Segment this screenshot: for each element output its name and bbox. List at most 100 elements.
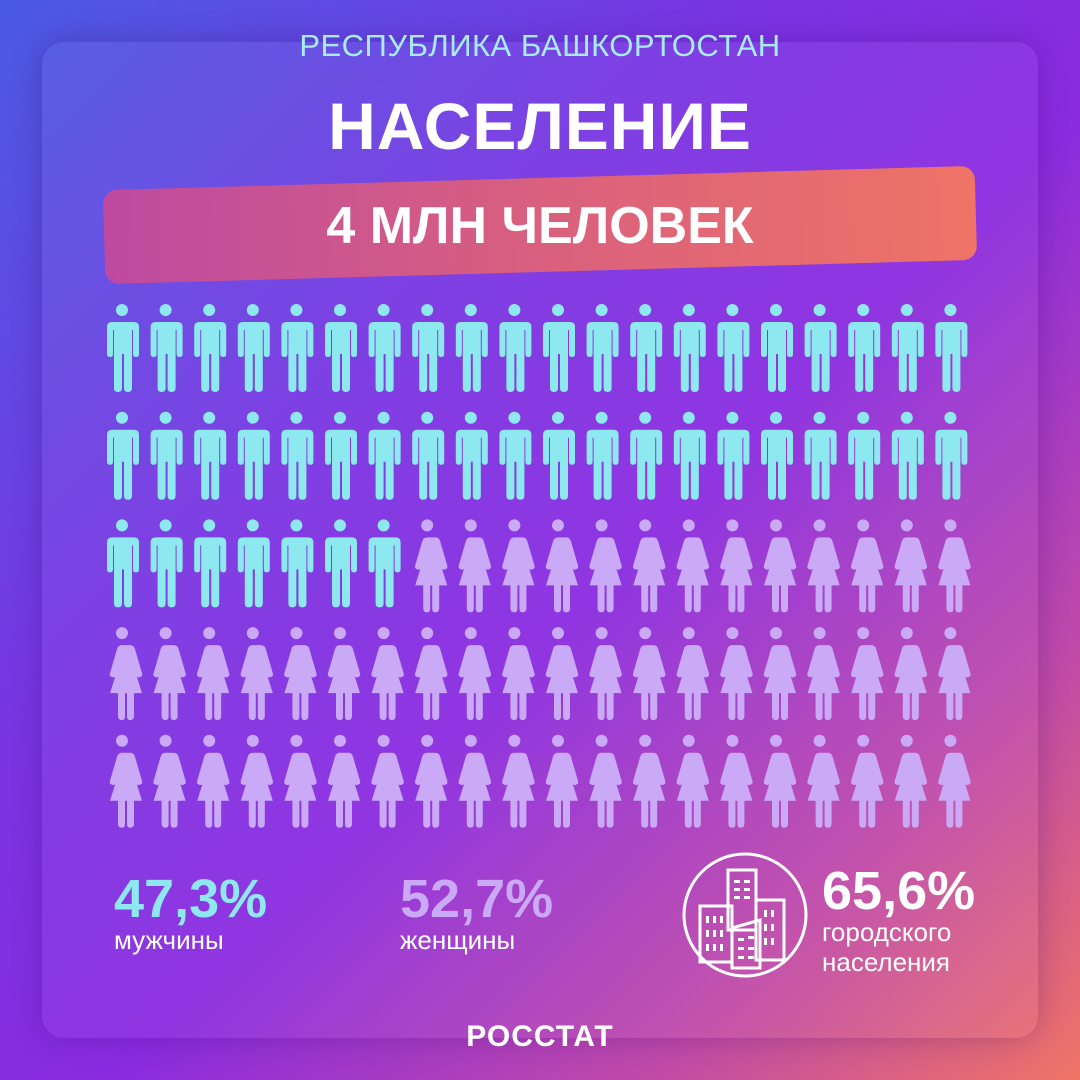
male-figure-icon [237, 519, 270, 608]
female-figure-icon [109, 627, 143, 721]
female-figure-icon [284, 734, 317, 828]
male-figure-icon [325, 304, 357, 392]
male-figure-icon [325, 411, 357, 500]
male-figure-icon [848, 304, 881, 392]
male-figure-icon [325, 519, 357, 608]
female-figure-icon [763, 734, 797, 828]
male-figure-icon [717, 411, 750, 500]
female-stat: 52,7% женщины [400, 872, 553, 956]
female-figure-icon [938, 519, 971, 613]
urban-stat: 65,6% городского населения [822, 864, 975, 978]
male-figure-icon [455, 411, 488, 500]
male-figure-icon [194, 411, 227, 500]
female-figure-icon [938, 734, 971, 828]
male-figure-icon [150, 304, 183, 392]
male-figure-icon [194, 519, 227, 608]
female-figure-icon [240, 627, 274, 721]
male-figure-icon [107, 304, 139, 392]
female-figure-icon [850, 627, 884, 721]
male-figure-icon [935, 411, 968, 500]
female-figure-icon [109, 734, 143, 828]
female-figure-icon [720, 627, 753, 721]
male-label: мужчины [114, 925, 224, 955]
female-figure-icon [545, 627, 579, 721]
male-stat: 47,3% мужчины [114, 872, 267, 956]
male-figure-icon [891, 304, 924, 392]
male-figure-icon [761, 304, 793, 392]
female-figure-icon [763, 519, 797, 613]
female-figure-icon [502, 734, 535, 828]
male-figure-icon [412, 411, 445, 500]
female-figure-icon [632, 627, 666, 721]
male-figure-icon [455, 304, 488, 392]
female-figure-icon [196, 627, 230, 721]
male-figure-icon [630, 304, 663, 392]
female-figure-icon [763, 627, 797, 721]
female-figure-icon [153, 734, 186, 828]
male-figure-icon [150, 519, 183, 608]
male-figure-icon [499, 411, 532, 500]
rosstat-logo: РОССТАТ [466, 1020, 614, 1053]
female-label: женщины [400, 925, 516, 955]
male-figure-icon [499, 304, 532, 392]
female-figure-icon [414, 519, 448, 613]
male-figure-icon [281, 411, 314, 500]
male-figure-icon [237, 304, 270, 392]
female-figure-icon [850, 519, 884, 613]
female-figure-icon [240, 734, 274, 828]
female-figure-icon [807, 734, 840, 828]
female-figure-icon [720, 734, 753, 828]
male-figure-icon [804, 304, 837, 392]
city-buildings-icon [682, 852, 808, 978]
female-figure-icon [938, 627, 971, 721]
male-figure-icon [935, 304, 968, 392]
female-figure-icon [458, 734, 492, 828]
male-figure-icon [848, 411, 881, 500]
male-figure-icon [150, 411, 183, 500]
female-figure-icon [414, 734, 448, 828]
female-figure-icon [676, 519, 710, 613]
female-figure-icon [632, 519, 666, 613]
male-figure-icon [194, 304, 227, 392]
female-figure-icon [894, 627, 928, 721]
female-figure-icon [894, 734, 928, 828]
female-figure-icon [589, 734, 622, 828]
male-figure-icon [630, 411, 663, 500]
male-figure-icon [543, 411, 575, 500]
female-figure-icon [807, 627, 840, 721]
male-figure-icon [107, 519, 139, 608]
male-figure-icon [586, 304, 619, 392]
male-figure-icon [761, 411, 793, 500]
male-figure-icon [804, 411, 837, 500]
female-figure-icon [153, 627, 186, 721]
population-value: 4 МЛН ЧЕЛОВЕК [326, 197, 754, 255]
female-figure-icon [414, 627, 448, 721]
female-figure-icon [371, 734, 404, 828]
male-figure-icon [891, 411, 924, 500]
female-figure-icon [502, 519, 535, 613]
female-figure-icon [894, 519, 928, 613]
female-figure-icon [196, 734, 230, 828]
female-figure-icon [327, 627, 361, 721]
male-figure-icon [673, 411, 706, 500]
male-figure-icon [368, 304, 401, 392]
female-figure-icon [589, 627, 622, 721]
female-percent: 52,7% [400, 869, 554, 929]
female-figure-icon [720, 519, 753, 613]
female-figure-icon [632, 734, 666, 828]
male-figure-icon [368, 519, 401, 608]
urban-percent: 65,6% [822, 861, 976, 921]
female-figure-icon [458, 519, 492, 613]
male-figure-icon [543, 304, 575, 392]
female-figure-icon [545, 519, 579, 613]
female-figure-icon [850, 734, 884, 828]
male-figure-icon [717, 304, 750, 392]
female-figure-icon [284, 627, 317, 721]
female-figure-icon [327, 734, 361, 828]
female-figure-icon [807, 519, 840, 613]
male-figure-icon [586, 411, 619, 500]
male-figure-icon [412, 304, 445, 392]
male-figure-icon [673, 304, 706, 392]
female-figure-icon [371, 627, 404, 721]
